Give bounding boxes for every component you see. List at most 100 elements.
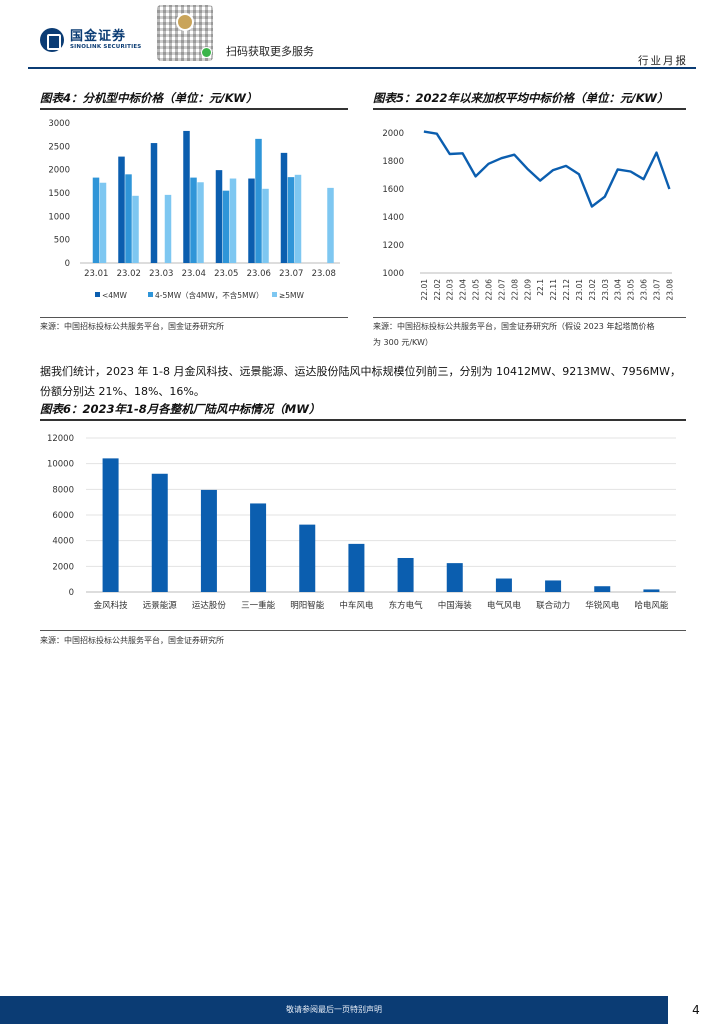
fig4-bar: [287, 177, 295, 263]
fig6-xtick-label: 哈电风能: [634, 600, 669, 611]
fig4-bar: [255, 138, 262, 263]
fig4-xtick-label: 23.06: [247, 269, 271, 279]
fig5-chart: 1000 1200 1400 1600 1800 2000 22.01 22.02 22.03 2…: [382, 129, 674, 301]
fig4-bar: [248, 178, 255, 263]
fig6-bar: [545, 580, 562, 592]
fig4-ytick-label: 0: [65, 259, 70, 269]
fig6-ytick-label: 6000: [52, 511, 74, 521]
wechat-badge-icon: [201, 47, 212, 58]
fig5-ytick-label: 1400: [382, 213, 404, 223]
fig5-xtick-label: 22.11: [549, 279, 558, 301]
fig6-bar: [495, 578, 512, 592]
fig5-xtick-label: 23.08: [665, 279, 674, 301]
fig5-ytick-label: 2000: [382, 129, 404, 139]
fig4-legend-swatch: [272, 292, 277, 297]
fig5-title-rule: [373, 108, 686, 110]
fig6-bar: [643, 589, 660, 592]
fig5-xtick-label: 22.03: [446, 279, 455, 301]
fig4-bar: [280, 152, 288, 263]
qr-code-icon[interactable]: [157, 5, 213, 61]
fig5-xtick-label: 22.1: [536, 279, 545, 296]
fig5-xtick-label: 22.12: [562, 279, 571, 301]
fig5-ytick-label: 1800: [382, 157, 404, 167]
fig4-source: 来源：中国招标投标公共服务平台，国金证券研究所: [40, 322, 224, 331]
fig5-xtick-label: 23.05: [627, 279, 636, 301]
fig5-xtick-label: 22.08: [510, 279, 519, 301]
fig4-bar: [132, 195, 139, 263]
fig4-legend-label: ≥5MW: [279, 291, 305, 300]
fig4-bar: [99, 182, 107, 263]
fig6-xtick-label: 联合动力: [536, 600, 570, 611]
fig5-xtick-label: 23.06: [640, 279, 649, 301]
fig6-bar: [200, 489, 217, 592]
fig5-ytick-label: 1200: [382, 241, 404, 251]
fig6-xtick-label: 东方电气: [389, 600, 424, 611]
fig5-ytick-label: 1000: [382, 269, 404, 279]
fig6-xtick-label: 三一重能: [241, 600, 276, 611]
page-header: 国金证券 SINOLINK SECURITIES 扫码获取更多服务 行业月报: [0, 0, 724, 70]
fig5-xtick-label: 22.05: [472, 279, 481, 301]
page-number: 4: [668, 996, 724, 1024]
fig6-bar: [348, 543, 365, 592]
fig4-xtick-label: 23.07: [279, 269, 303, 279]
fig4-bar: [197, 182, 204, 263]
fig5-xtick-label: 22.01: [420, 279, 429, 301]
fig4-chart: 0 500 1000 1500 2000 2500 3000 23.01 23.02 23.03 2…: [48, 119, 340, 300]
fig4-bar: [222, 190, 230, 263]
fig4-legend-swatch: [148, 292, 153, 297]
fig6-xtick-label: 远景能源: [143, 600, 178, 611]
fig5-xtick-label: 23.04: [614, 279, 623, 301]
fig5-xtick-label: 23.02: [588, 279, 597, 301]
fig5-title: 图表5：2022年以来加权平均中标价格（单位：元/KW）: [373, 91, 669, 105]
fig6-ytick-label: 2000: [52, 562, 74, 572]
fig4-title-rule: [40, 108, 348, 110]
fig5-ytick-label: 1600: [382, 185, 404, 195]
fig5-series-line: [423, 130, 671, 208]
body-paragraph-line1: 据我们统计，2023 年 1-8 月金风科技、远景能源、运达股份陆风中标规模位列…: [40, 365, 682, 378]
fig4-ytick-label: 1500: [48, 189, 70, 199]
fig5-source-rule: [373, 317, 686, 318]
fig6-bar: [594, 586, 611, 592]
fig4-xtick-label: 23.03: [149, 269, 173, 279]
fig5-xtick-label: 22.09: [523, 279, 532, 301]
logo-mark-icon: [40, 28, 64, 52]
fig6-source-rule: [40, 630, 686, 631]
fig4-bar: [294, 174, 302, 263]
fig6-chart: 0 2000 4000 6000 8000 10000 12000 金风科技 远景能源 运达股份 三…: [47, 434, 676, 611]
fig6-xtick-label: 中车风电: [339, 600, 374, 611]
fig4-bar: [215, 170, 223, 263]
fig4-bar: [327, 187, 334, 263]
fig6-xtick-label: 电气风电: [487, 600, 522, 611]
qr-caption: 扫码获取更多服务: [226, 45, 314, 58]
body-paragraph-line2: 份额分别达 21%、18%、16%。: [40, 385, 205, 398]
fig4-bar: [92, 177, 100, 263]
fig4-ytick-label: 500: [54, 236, 70, 246]
fig4-xtick-label: 23.04: [182, 269, 206, 279]
fig4-ytick-label: 2000: [48, 166, 70, 176]
fig4-legend-swatch: [95, 292, 100, 297]
fig4-bar: [164, 194, 172, 263]
fig5-xtick-label: 22.07: [497, 279, 506, 301]
fig5-xtick-label: 23.03: [601, 279, 610, 301]
fig4-legend-label: <4MW: [102, 291, 128, 300]
fig4-bar: [118, 156, 125, 263]
body-paragraph: 据我们统计，2023 年 1-8 月金风科技、远景能源、运达股份陆风中标规模位列…: [40, 362, 685, 402]
fig6-bar: [250, 503, 267, 592]
fig4-bar: [262, 188, 269, 263]
logo-en-text: SINOLINK SECURITIES: [70, 44, 142, 50]
fig5-xtick-label: 22.04: [459, 279, 468, 301]
fig4-bar: [190, 177, 197, 263]
fig4-legend-label: 4-5MW（含4MW，不含5MW）: [155, 290, 263, 300]
footer-disclaimer[interactable]: 敬请参阅最后一页特别声明: [286, 1005, 382, 1014]
logo-cn-text: 国金证券: [70, 29, 127, 44]
fig6-xtick-label: 中国海装: [438, 600, 473, 611]
fig4-bar: [150, 143, 158, 263]
fig4-xtick-label: 23.02: [117, 269, 141, 279]
fig4-bar: [183, 130, 190, 263]
fig6-bar: [397, 557, 414, 592]
fig4-xtick-label: 23.01: [84, 269, 108, 279]
fig4-ytick-label: 3000: [48, 119, 70, 129]
qr-avatar-icon: [176, 13, 194, 31]
fig4-bar: [229, 178, 237, 263]
fig6-bar: [446, 563, 463, 592]
